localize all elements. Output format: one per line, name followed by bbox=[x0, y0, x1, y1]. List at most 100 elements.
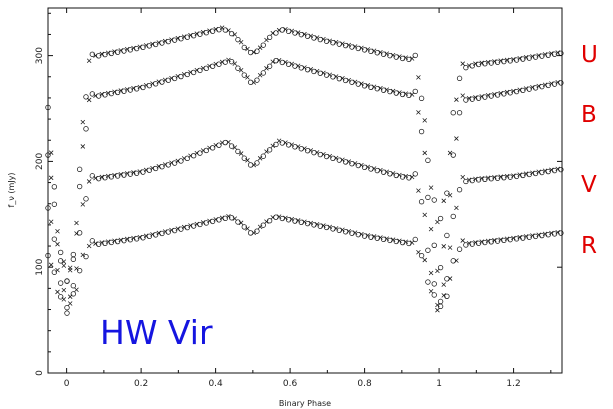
data-point bbox=[302, 219, 307, 224]
data-point bbox=[501, 237, 507, 244]
data-point bbox=[102, 240, 108, 247]
data-point bbox=[222, 59, 228, 65]
data-point bbox=[542, 82, 548, 88]
data-point bbox=[526, 234, 532, 240]
data-point bbox=[241, 44, 247, 51]
data-point bbox=[295, 30, 301, 35]
data-point bbox=[501, 58, 507, 65]
data-point bbox=[57, 258, 64, 264]
data-point bbox=[114, 49, 121, 55]
data-point bbox=[235, 36, 241, 43]
data-point bbox=[203, 30, 209, 36]
data-point bbox=[83, 253, 89, 260]
data-point bbox=[80, 202, 86, 207]
data-point bbox=[447, 276, 453, 281]
data-point bbox=[454, 136, 459, 141]
data-point bbox=[152, 232, 159, 238]
data-point bbox=[437, 215, 444, 222]
data-point bbox=[238, 40, 244, 45]
data-point bbox=[479, 239, 484, 244]
data-point bbox=[80, 252, 86, 258]
data-point bbox=[95, 175, 102, 182]
data-point bbox=[450, 152, 456, 158]
data-point bbox=[133, 170, 140, 176]
data-point bbox=[494, 175, 501, 181]
data-point bbox=[456, 187, 463, 193]
data-point bbox=[416, 249, 421, 255]
data-point bbox=[492, 174, 497, 180]
data-point bbox=[551, 231, 558, 237]
data-point bbox=[479, 176, 484, 181]
data-point bbox=[105, 239, 111, 244]
data-point bbox=[437, 264, 444, 271]
data-point bbox=[83, 126, 89, 132]
data-point bbox=[447, 150, 453, 156]
data-point bbox=[551, 51, 558, 57]
data-point bbox=[469, 96, 475, 102]
data-point bbox=[517, 87, 522, 93]
data-point bbox=[530, 84, 535, 90]
data-point bbox=[108, 90, 114, 97]
data-point bbox=[428, 270, 434, 276]
data-point bbox=[488, 239, 494, 245]
data-point bbox=[456, 75, 463, 82]
data-point bbox=[146, 43, 152, 49]
y-tick-label: 0 bbox=[35, 370, 45, 376]
data-point bbox=[492, 91, 497, 97]
data-point bbox=[232, 216, 238, 221]
data-point bbox=[463, 178, 469, 185]
data-point bbox=[197, 221, 203, 228]
data-point bbox=[127, 87, 133, 93]
data-point bbox=[57, 294, 64, 300]
data-point bbox=[504, 236, 510, 242]
data-point bbox=[479, 60, 484, 66]
data-point bbox=[539, 53, 545, 59]
data-point bbox=[504, 89, 510, 95]
data-point bbox=[67, 301, 73, 306]
data-point bbox=[384, 87, 390, 92]
x-tick-label: 1.2 bbox=[506, 379, 520, 389]
data-point bbox=[216, 27, 222, 33]
data-point bbox=[146, 82, 152, 89]
data-point bbox=[51, 201, 58, 207]
data-point bbox=[530, 170, 535, 175]
data-point bbox=[304, 148, 311, 154]
data-point bbox=[226, 57, 231, 63]
data-point bbox=[152, 41, 159, 48]
data-point bbox=[365, 83, 371, 88]
data-point bbox=[454, 258, 459, 263]
data-point bbox=[494, 238, 501, 244]
data-point bbox=[140, 169, 146, 175]
data-point bbox=[346, 228, 352, 234]
data-point bbox=[422, 257, 428, 263]
data-point bbox=[295, 218, 301, 223]
data-point bbox=[371, 166, 377, 171]
data-point bbox=[390, 88, 396, 94]
data-point bbox=[298, 146, 304, 152]
data-point bbox=[428, 289, 434, 294]
data-point bbox=[416, 188, 421, 193]
data-point bbox=[558, 80, 564, 86]
data-point bbox=[437, 298, 444, 305]
data-point bbox=[441, 198, 447, 204]
data-point bbox=[48, 219, 54, 224]
data-point bbox=[178, 226, 184, 232]
data-point bbox=[118, 237, 124, 243]
data-point bbox=[447, 192, 453, 198]
data-point bbox=[70, 256, 77, 262]
data-point bbox=[504, 173, 510, 179]
data-point bbox=[247, 162, 254, 168]
series-b bbox=[45, 57, 564, 284]
data-point bbox=[482, 239, 488, 246]
data-point bbox=[513, 173, 520, 180]
data-point bbox=[209, 218, 216, 225]
data-point bbox=[444, 190, 450, 196]
x-tick-label: 0.4 bbox=[208, 379, 223, 389]
data-point bbox=[76, 183, 83, 190]
data-point bbox=[245, 75, 250, 80]
data-point bbox=[511, 235, 516, 241]
data-point bbox=[146, 233, 152, 240]
data-point bbox=[425, 157, 431, 164]
data-point bbox=[523, 86, 529, 91]
data-point bbox=[403, 173, 409, 179]
